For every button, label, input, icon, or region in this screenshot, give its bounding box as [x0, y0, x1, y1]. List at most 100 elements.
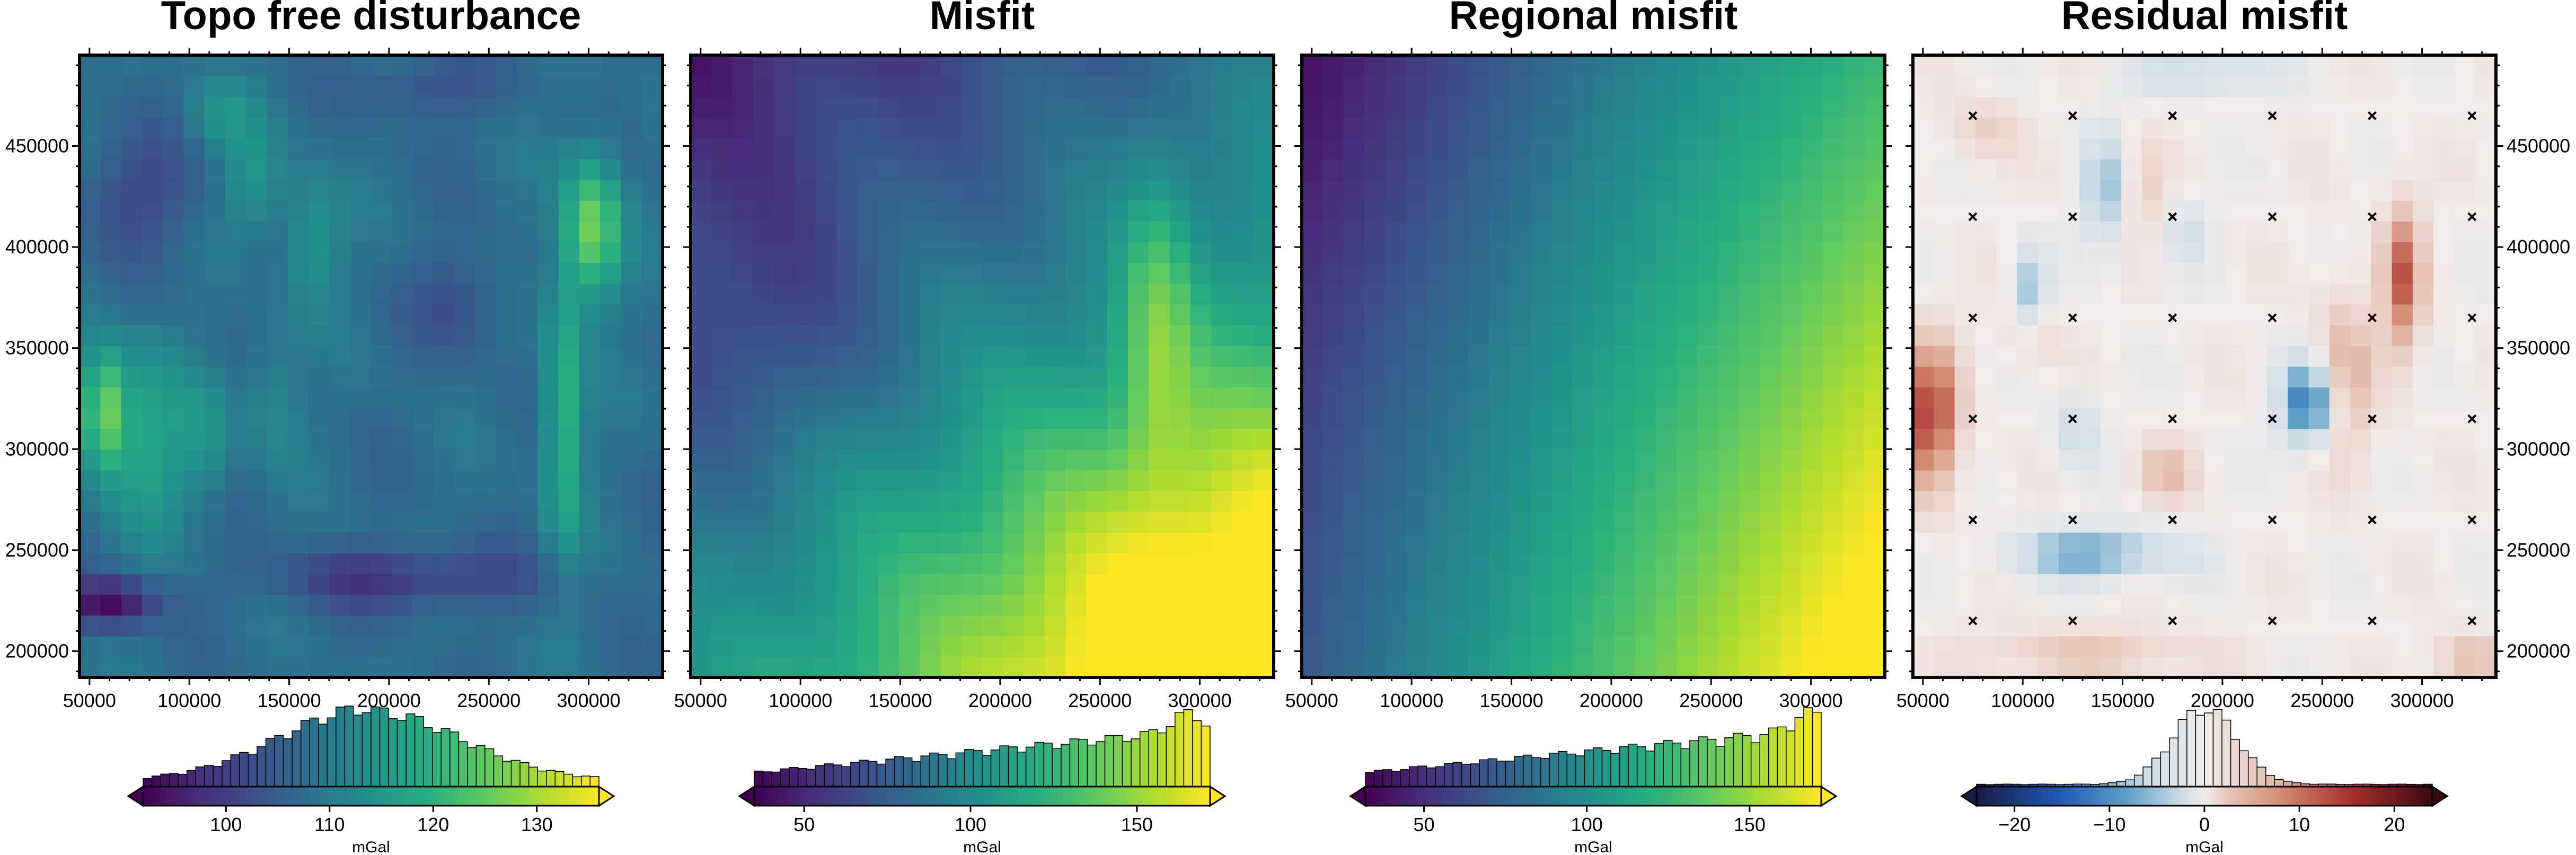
heatmap-cell	[774, 470, 796, 491]
heatmap-cell	[496, 96, 517, 118]
heatmap-cell	[1426, 345, 1448, 367]
heatmap-cell	[454, 96, 476, 118]
heatmap-cell	[80, 158, 101, 180]
heatmap-cell	[1489, 594, 1511, 616]
heatmap-cell	[1003, 262, 1025, 284]
heatmap-cell	[1149, 76, 1170, 98]
heatmap-cell	[1128, 615, 1150, 637]
heatmap-cell	[2100, 366, 2122, 387]
heatmap-cell	[836, 636, 858, 657]
heatmap-cell	[287, 636, 309, 657]
heatmap-cell	[1677, 304, 1698, 325]
heatmap-cell	[475, 345, 497, 367]
heatmap-cell	[2350, 221, 2372, 242]
heatmap-cell	[836, 76, 858, 98]
marker-x	[2467, 212, 2477, 222]
heatmap-cell	[691, 117, 712, 139]
heatmap-cell	[1211, 428, 1233, 450]
heatmap-cell	[163, 470, 184, 491]
heatmap-cell	[774, 636, 796, 657]
heatmap-cell	[836, 615, 858, 637]
heatmap-cell	[753, 656, 774, 678]
heatmap-cell	[1343, 490, 1365, 512]
heatmap-cell	[1954, 76, 1976, 98]
heatmap-cell	[1232, 345, 1254, 367]
heatmap-cell	[1864, 490, 1885, 512]
heatmap-cell	[2454, 449, 2476, 471]
heatmap-cell	[732, 366, 754, 387]
heatmap-cell	[641, 96, 663, 118]
heatmap-cell	[711, 345, 733, 367]
heatmap-cell	[2037, 200, 2059, 222]
heatmap-cell	[1864, 179, 1885, 201]
histogram-bar	[771, 771, 781, 787]
heatmap-cell	[1739, 408, 1761, 429]
heatmap-cell	[1149, 408, 1170, 429]
heatmap-cell	[1003, 511, 1025, 533]
histogram-bar	[1812, 711, 1822, 787]
histogram-bar	[1505, 761, 1515, 787]
heatmap-cell	[2204, 490, 2226, 512]
heatmap-cell	[225, 532, 247, 553]
heatmap-cell	[100, 138, 122, 160]
heatmap-cell	[1510, 158, 1531, 180]
heatmap-cell	[1322, 345, 1344, 367]
heatmap-cell	[100, 221, 122, 242]
heatmap-cell	[1149, 324, 1170, 346]
heatmap-cell	[1468, 117, 1490, 139]
heatmap-cell	[371, 553, 393, 575]
heatmap-cell	[1343, 283, 1365, 305]
heatmap-cell	[1003, 345, 1025, 367]
heatmap-cell	[1468, 158, 1490, 180]
heatmap-cell	[732, 511, 754, 533]
heatmap-cell	[1364, 594, 1386, 616]
heatmap-cell	[2433, 553, 2455, 575]
heatmap-cell	[1364, 449, 1386, 471]
heatmap-cell	[2412, 408, 2434, 429]
heatmap-cell	[1975, 76, 1997, 98]
heatmap-cell	[940, 96, 962, 118]
heatmap-cell	[621, 138, 642, 160]
heatmap-cell	[1718, 656, 1740, 678]
heatmap-cell	[350, 242, 372, 263]
heatmap-cell	[2371, 636, 2393, 657]
heatmap-cell	[920, 117, 941, 139]
heatmap-cell	[711, 304, 733, 325]
heatmap-cell	[795, 511, 816, 533]
heatmap-cell	[774, 574, 796, 595]
heatmap-cell	[1510, 96, 1531, 118]
histogram-bar	[2133, 774, 2143, 787]
heatmap-cell	[1044, 221, 1066, 242]
heatmap-cell	[1065, 594, 1087, 616]
heatmap-cell	[1996, 511, 2018, 533]
heatmap-cell	[1044, 532, 1066, 553]
histogram-bar	[2142, 766, 2152, 787]
heatmap-cell	[1551, 511, 1573, 533]
colorbar: 50 100 150	[1349, 785, 1838, 835]
heatmap-cell	[1510, 138, 1531, 160]
heatmap-cell	[878, 158, 899, 180]
heatmap-cell	[1934, 324, 1955, 346]
heatmap-cell	[2266, 449, 2288, 471]
heatmap-cell	[2017, 158, 2039, 180]
heatmap-cell	[2163, 179, 2184, 201]
heatmap-cell	[558, 532, 580, 553]
heatmap-cell	[2183, 615, 2205, 637]
heatmap-cell	[1448, 117, 1469, 139]
heatmap-cell	[1169, 242, 1191, 263]
heatmap-cell	[1003, 117, 1025, 139]
heatmap-cell	[121, 158, 143, 180]
heatmap-cell	[1065, 574, 1087, 595]
heatmap-cell	[1406, 594, 1427, 616]
heatmap-cell	[1843, 76, 1865, 98]
heatmap-cell	[940, 200, 962, 222]
heatmap-cell	[163, 55, 184, 76]
heatmap-cell	[454, 304, 476, 325]
heatmap-cell	[371, 470, 393, 491]
heatmap-cell	[2392, 470, 2413, 491]
heatmap-cell	[267, 283, 288, 305]
heatmap-cell	[2163, 636, 2184, 657]
heatmap-cell	[753, 179, 774, 201]
heatmap-cell	[732, 138, 754, 160]
heatmap-cell	[1593, 615, 1615, 637]
